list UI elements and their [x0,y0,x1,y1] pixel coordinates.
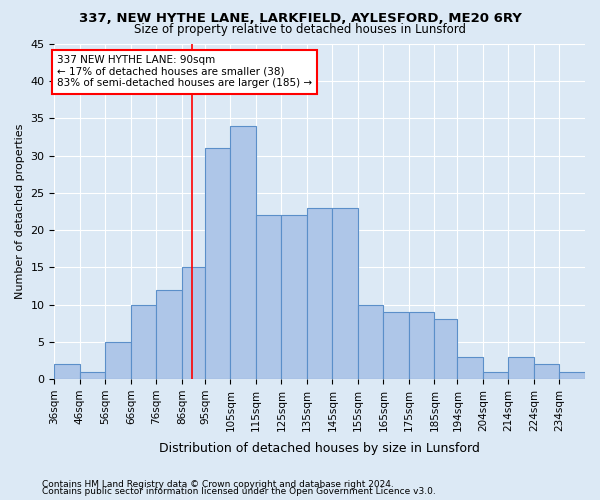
Bar [534,364,559,379]
Text: Size of property relative to detached houses in Lunsford: Size of property relative to detached ho… [134,22,466,36]
Bar [409,312,434,379]
Bar [434,320,457,379]
Bar [230,126,256,379]
Text: Contains public sector information licensed under the Open Government Licence v3: Contains public sector information licen… [42,487,436,496]
X-axis label: Distribution of detached houses by size in Lunsford: Distribution of detached houses by size … [159,442,480,455]
Bar [307,208,332,379]
Text: Contains HM Land Registry data © Crown copyright and database right 2024.: Contains HM Land Registry data © Crown c… [42,480,394,489]
Bar [483,372,508,379]
Bar [157,290,182,379]
Bar [508,356,534,379]
Bar [256,215,281,379]
Y-axis label: Number of detached properties: Number of detached properties [15,124,25,299]
Bar [106,342,131,379]
Text: 337 NEW HYTHE LANE: 90sqm
← 17% of detached houses are smaller (38)
83% of semi-: 337 NEW HYTHE LANE: 90sqm ← 17% of detac… [57,55,312,88]
Bar [80,372,106,379]
Bar [205,148,230,379]
Bar [559,372,585,379]
Bar [182,268,205,379]
Bar [281,215,307,379]
Bar [358,304,383,379]
Bar [332,208,358,379]
Bar [457,356,483,379]
Bar [383,312,409,379]
Text: 337, NEW HYTHE LANE, LARKFIELD, AYLESFORD, ME20 6RY: 337, NEW HYTHE LANE, LARKFIELD, AYLESFOR… [79,12,521,26]
Bar [131,304,157,379]
Bar [55,364,80,379]
